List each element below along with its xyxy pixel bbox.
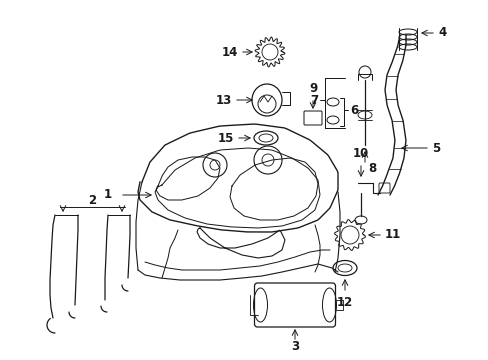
- Text: 1: 1: [103, 189, 112, 202]
- Text: 3: 3: [290, 339, 299, 352]
- Text: 5: 5: [431, 141, 439, 154]
- Text: 7: 7: [309, 94, 317, 107]
- Text: 10: 10: [352, 147, 368, 160]
- Text: 8: 8: [367, 162, 375, 175]
- Text: 11: 11: [384, 229, 401, 242]
- Text: 9: 9: [308, 82, 317, 95]
- Text: 14: 14: [221, 45, 238, 58]
- Text: 15: 15: [217, 131, 234, 144]
- Text: 2: 2: [88, 194, 96, 207]
- Text: 4: 4: [437, 27, 446, 40]
- Text: 6: 6: [349, 104, 358, 117]
- Text: 13: 13: [215, 94, 231, 107]
- Text: 12: 12: [336, 296, 352, 309]
